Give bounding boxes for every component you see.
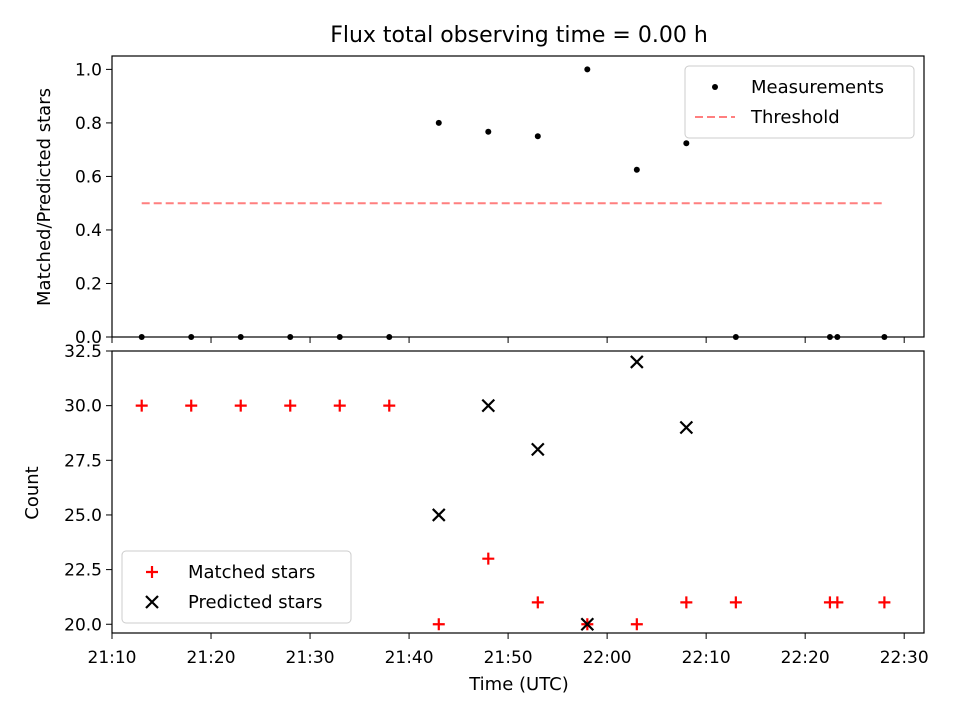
x-tick-label: 21:10 bbox=[88, 648, 137, 668]
matched-marker bbox=[729, 596, 742, 609]
measurement-point bbox=[435, 119, 442, 126]
matched-marker bbox=[630, 618, 643, 631]
legend: Matched stars Predicted stars bbox=[121, 550, 352, 624]
y-tick-label: 0.2 bbox=[75, 274, 102, 294]
matched-marker bbox=[878, 596, 891, 609]
matched-marker bbox=[432, 618, 445, 631]
y-tick-label: 32.5 bbox=[64, 342, 102, 362]
y-tick-label: 0.0 bbox=[75, 328, 102, 348]
matched-marker bbox=[383, 399, 396, 412]
x-tick-label: 22:00 bbox=[583, 648, 632, 668]
matched-marker bbox=[284, 399, 297, 412]
measurement-point bbox=[485, 128, 492, 135]
legend-swatch bbox=[146, 566, 158, 578]
legend-label: Matched stars bbox=[188, 562, 315, 583]
y-tick-label: 0.6 bbox=[75, 167, 102, 187]
measurement-point bbox=[633, 166, 640, 173]
legend-swatch bbox=[145, 595, 159, 609]
chart-title: Flux total observing time = 0.00 h bbox=[330, 23, 708, 48]
matched-marker bbox=[185, 399, 198, 412]
predicted-marker bbox=[580, 617, 595, 632]
matched-marker bbox=[482, 552, 495, 565]
y-tick-label: 1.0 bbox=[75, 60, 102, 80]
y-axis-label-count: Count bbox=[22, 466, 43, 519]
measurement-point bbox=[683, 140, 690, 147]
y-tick-label: 27.5 bbox=[64, 451, 102, 471]
legend-label: Measurements bbox=[751, 77, 884, 98]
axes-frame bbox=[111, 350, 925, 634]
y-tick-label: 0.8 bbox=[75, 114, 102, 134]
predicted-marker bbox=[432, 508, 446, 522]
legend-label: Threshold bbox=[750, 107, 840, 128]
matched-marker bbox=[333, 399, 346, 412]
x-tick-label: 21:20 bbox=[187, 648, 236, 668]
legend-box bbox=[121, 550, 352, 624]
y-tick-label: 22.5 bbox=[64, 561, 102, 581]
measurement-point bbox=[534, 133, 541, 140]
x-tick-label: 22:10 bbox=[682, 648, 731, 668]
axes-frame bbox=[111, 55, 925, 338]
matched-marker bbox=[234, 399, 247, 412]
legend-label: Predicted stars bbox=[188, 592, 322, 613]
predicted-marker bbox=[679, 420, 694, 435]
predicted-marker bbox=[630, 355, 644, 369]
x-tick-label: 22:30 bbox=[880, 648, 929, 668]
count-panel: 20.0 22.5 25.0 27.5 30.0 32.5 21:10 21:20 21:30 2… bbox=[64, 342, 929, 668]
measurement-point bbox=[584, 66, 591, 73]
x-tick-label: 21:40 bbox=[385, 648, 434, 668]
predicted-marker bbox=[481, 398, 496, 413]
matched-marker bbox=[831, 596, 844, 609]
y-tick-label: 0.4 bbox=[75, 221, 102, 241]
matched-marker bbox=[135, 399, 148, 412]
y-tick-label: 20.0 bbox=[64, 615, 102, 635]
y-tick-label: 30.0 bbox=[64, 397, 102, 417]
x-tick-label: 21:50 bbox=[484, 648, 533, 668]
x-tick-label: 21:30 bbox=[286, 648, 335, 668]
matched-marker bbox=[680, 596, 693, 609]
ratio-panel: 0.0 0.2 0.4 0.6 0.8 1.0 Measurements Threshold bbox=[75, 55, 925, 348]
x-axis-label: Time (UTC) bbox=[468, 674, 569, 695]
x-tick-label: 22:20 bbox=[781, 648, 830, 668]
matched-marker bbox=[531, 596, 544, 609]
legend: Measurements Threshold bbox=[684, 65, 915, 139]
legend-swatch bbox=[712, 84, 718, 90]
predicted-marker bbox=[531, 442, 545, 457]
y-tick-label: 25.0 bbox=[64, 506, 102, 526]
legend-box bbox=[684, 65, 915, 139]
y-axis-label-ratio: Matched/Predicted stars bbox=[34, 88, 55, 306]
